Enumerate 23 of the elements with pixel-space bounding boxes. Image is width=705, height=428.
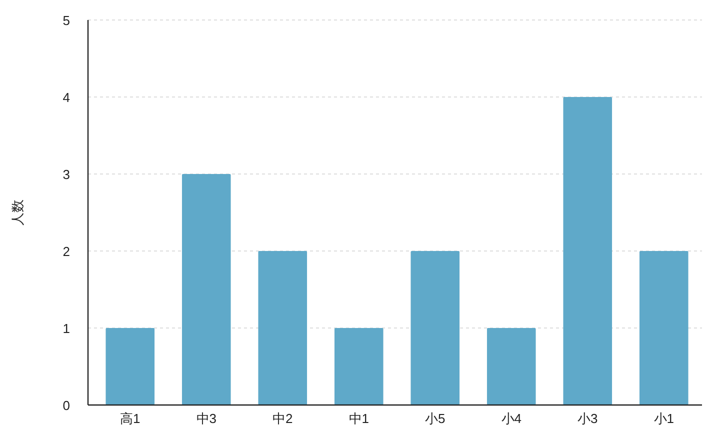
bar [486, 328, 536, 405]
y-tick-label: 3 [62, 167, 70, 182]
y-tick-label: 4 [62, 90, 70, 105]
bar [410, 251, 460, 405]
x-tick-label: 小3 [578, 411, 598, 426]
x-tick-label: 小5 [425, 411, 446, 426]
bar [182, 174, 231, 405]
x-tick-label: 高1 [120, 411, 140, 426]
bar [106, 328, 155, 405]
bar [639, 251, 688, 405]
y-tick-label: 2 [62, 244, 70, 259]
bar [563, 97, 612, 405]
bar [258, 251, 308, 405]
x-tick-label: 小4 [501, 411, 522, 426]
x-tick-label: 中2 [272, 411, 293, 426]
y-tick-label: 0 [62, 398, 70, 413]
x-tick-label: 小1 [654, 411, 674, 426]
y-axis-title: 人数 [10, 200, 25, 226]
y-tick-label: 1 [62, 321, 70, 336]
bar [334, 328, 384, 405]
x-tick-label: 中3 [196, 411, 216, 426]
y-tick-label: 5 [62, 13, 70, 28]
x-tick-label: 中1 [348, 411, 369, 426]
